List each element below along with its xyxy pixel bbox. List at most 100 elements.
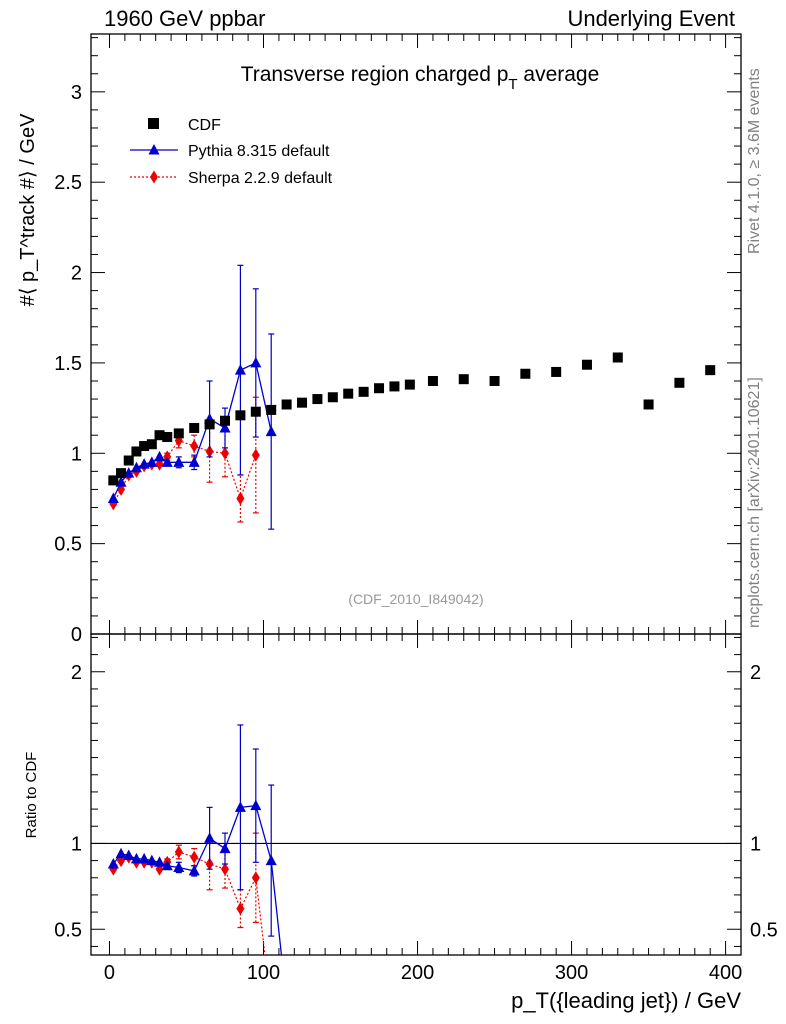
cdf-point: [343, 388, 354, 399]
header-left: 1960 GeV ppbar: [104, 6, 266, 31]
chart-title-main: Transverse region charged p: [241, 63, 509, 86]
cdf-point: [489, 375, 500, 386]
cdf-point: [154, 430, 165, 441]
cdf-point: [250, 406, 261, 417]
chart-marks: [107, 264, 716, 955]
x-tick-label: 0: [104, 962, 115, 984]
ratio-frame-border: [90, 633, 742, 956]
sherpa-ratio-point: [251, 871, 260, 885]
ratio-axis-label: Ratio to CDF: [23, 752, 40, 839]
cdf-point: [108, 475, 119, 486]
x-tick-label: 400: [709, 962, 742, 984]
sherpa-ratio-point: [174, 845, 183, 859]
cdf-point: [173, 428, 184, 439]
cdf-point: [266, 404, 277, 415]
cdf-point: [389, 381, 400, 392]
y-tick-label: 0.5: [54, 534, 82, 556]
y-tick-label: 0: [71, 624, 82, 646]
sherpa-point: [251, 448, 260, 462]
pythia-point: [219, 421, 231, 433]
cdf-point: [162, 432, 173, 443]
pythia-ratio-point: [265, 854, 277, 866]
x-tick-label: 100: [247, 962, 280, 984]
ratio-plot-area: [107, 724, 283, 955]
cdf-point: [551, 366, 562, 377]
pythia-ratio-point: [154, 856, 166, 867]
pythia-point: [188, 456, 200, 467]
sherpa-point: [190, 439, 199, 453]
chart-title: Transverse region charged pT average: [241, 63, 600, 93]
ratio-tick-label-right: 0.5: [750, 919, 778, 941]
ratio-tick-label-right: 1: [750, 833, 761, 855]
y-tick-label: 2: [71, 263, 82, 285]
legend-cdf-label: CDF: [188, 117, 221, 134]
pythia-ratio-point: [161, 859, 173, 871]
cdf-point: [312, 394, 323, 405]
chart-title-sub: T: [508, 76, 517, 93]
cdf-point: [705, 365, 716, 376]
pythia-point: [107, 492, 119, 503]
pythia-point: [265, 425, 277, 437]
pythia-ratio-point: [250, 799, 262, 811]
header-right: Underlying Event: [567, 6, 735, 31]
y-tick-label: 2.5: [54, 172, 82, 194]
y-tick-label: 1.5: [54, 353, 82, 375]
pythia-point: [173, 456, 185, 467]
cdf-point: [327, 392, 338, 403]
ratio-tick-label-left: 0.5: [54, 919, 82, 941]
cdf-point: [674, 377, 685, 388]
cdf-point: [427, 375, 438, 386]
pythia-point: [234, 364, 246, 375]
cdf-point: [520, 368, 531, 379]
legend-cdf-marker: [148, 118, 159, 129]
cdf-point: [131, 446, 142, 457]
cdf-point: [123, 455, 134, 466]
pythia-ratio-point: [115, 847, 127, 859]
pythia-ratio-point: [173, 861, 185, 872]
analysis-watermark: (CDF_2010_I849042): [348, 591, 483, 607]
pythia-ratio-point: [234, 801, 246, 812]
main-plot-area: [107, 264, 716, 530]
sherpa-ratio-point: [190, 850, 199, 864]
pythia-ratio-point: [130, 852, 142, 864]
sherpa-ratio-point: [221, 862, 230, 876]
y-axis-label: #⟨ p_T^track #⟩ / GeV: [17, 113, 39, 307]
pythia-point: [161, 456, 173, 467]
chart-texts: 0 100 200 300 400 0 0.5 1 1.5 2 2.5 3 0.5 0.5 1 1 2 2 Tran…: [17, 63, 778, 1013]
y-tick-label: 3: [71, 82, 82, 104]
x-axis-label: p_T({leading jet}) / GeV: [511, 988, 741, 1013]
cdf-point: [204, 419, 215, 430]
cdf-point: [374, 383, 385, 394]
legend-sherpa-label: Sherpa 2.2.9 default: [188, 170, 333, 187]
pythia-point: [146, 456, 158, 467]
pythia-ratio-point: [123, 849, 135, 860]
pythia-point: [250, 356, 262, 368]
cdf-point: [404, 379, 415, 390]
sherpa-ratio-point: [236, 902, 245, 916]
x-tick-label: 300: [555, 962, 588, 984]
pythia-point: [130, 461, 142, 473]
cdf-point: [297, 397, 308, 408]
cdf-point: [139, 441, 150, 452]
pythia-ratio-point: [138, 852, 150, 864]
ratio-plot-frame: [90, 633, 742, 956]
cdf-point: [235, 410, 246, 421]
main-plot-frame: [90, 33, 742, 955]
pythia-ratio-point: [219, 842, 231, 854]
cdf-point: [581, 359, 592, 370]
cdf-point: [358, 386, 369, 397]
pythia-point: [154, 450, 166, 462]
sherpa-point: [236, 491, 245, 505]
cdf-point: [281, 399, 292, 410]
ratio-tick-label-right: 2: [750, 662, 761, 684]
pythia-ratio-point: [204, 832, 216, 843]
pythia-ratio-point: [146, 854, 158, 866]
cdf-point: [189, 422, 200, 433]
legend: CDF Pythia 8.315 default Sherpa 2.2.9 defa…: [130, 117, 333, 187]
x-tick-label: 200: [401, 962, 434, 984]
legend-sherpa-marker: [150, 170, 158, 184]
legend-pythia-label: Pythia 8.315 default: [188, 143, 330, 160]
pythia-ratio-point: [107, 858, 119, 869]
cdf-point: [643, 399, 654, 410]
